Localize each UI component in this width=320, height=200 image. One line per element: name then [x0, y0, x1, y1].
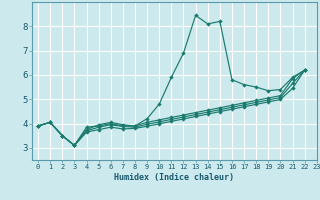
X-axis label: Humidex (Indice chaleur): Humidex (Indice chaleur) [115, 173, 234, 182]
